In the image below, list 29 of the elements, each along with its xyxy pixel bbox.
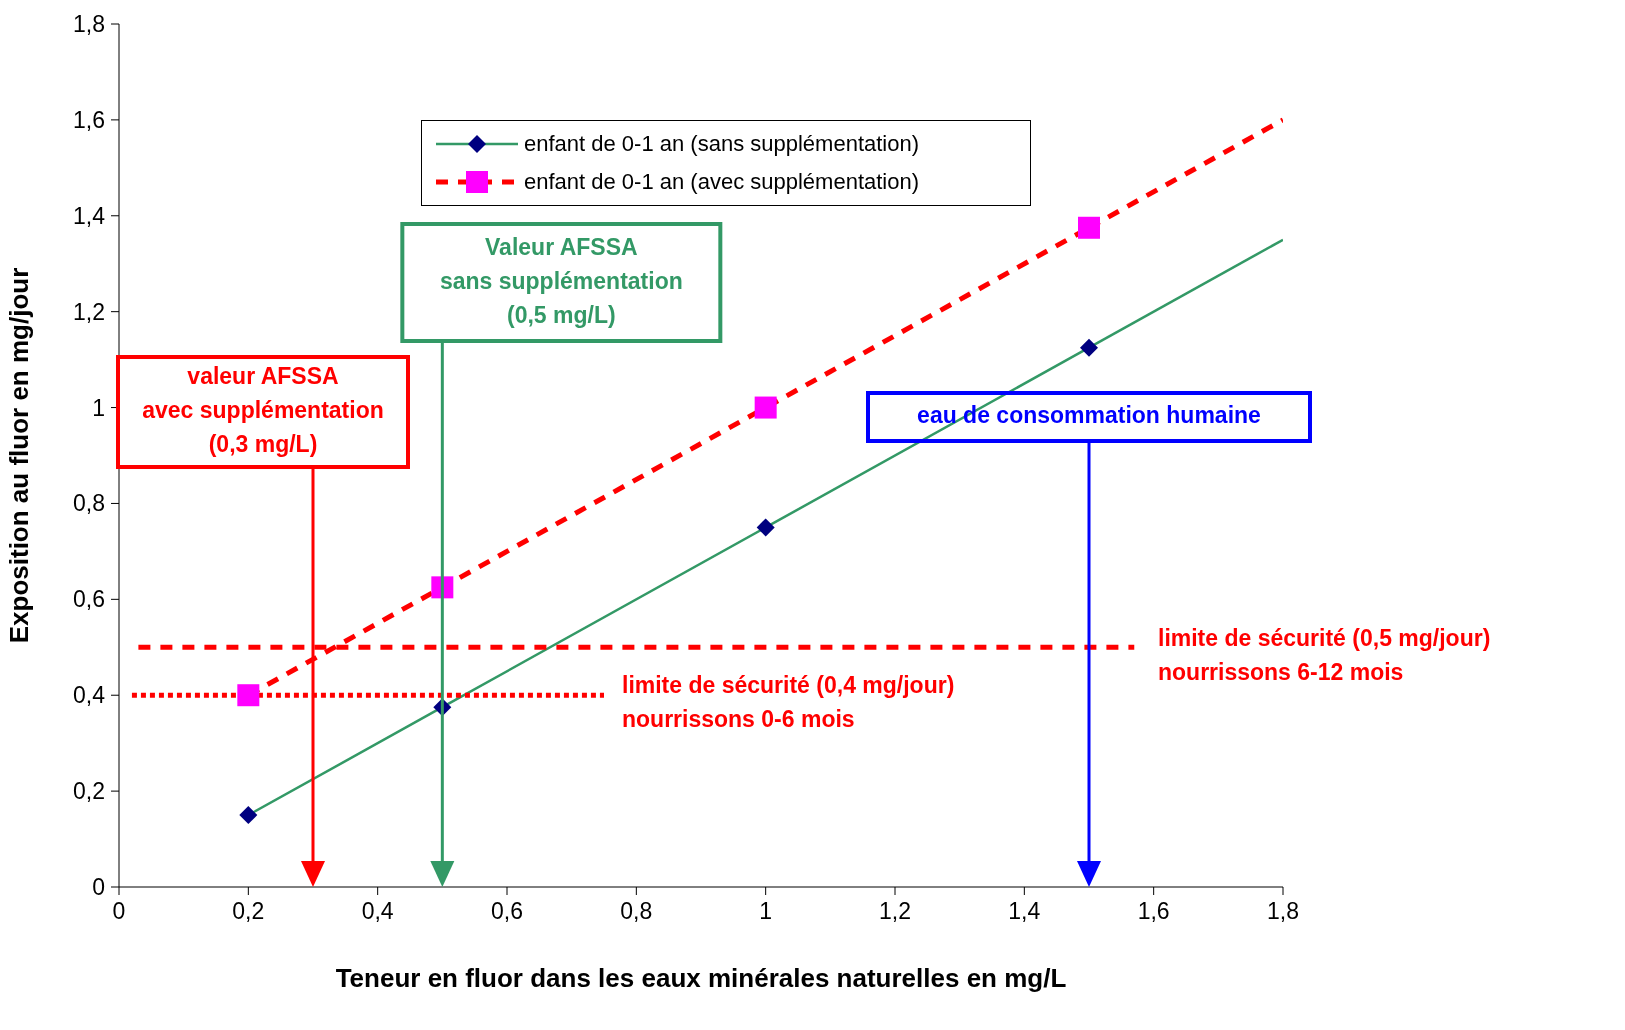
x-tick-label: 0 xyxy=(112,898,126,924)
x-tick-label: 0,6 xyxy=(491,898,523,924)
ref-line-label: eau de consommation humaine xyxy=(917,402,1261,429)
ref-line-label: valeur AFSSA avec supplémentation (0,3 mg/L) xyxy=(142,363,384,458)
x-tick-label: 1,6 xyxy=(1137,898,1170,924)
x-tick-label: 1 xyxy=(759,898,773,924)
y-tick-label: 0,8 xyxy=(73,490,105,517)
legend-label: enfant de 0-1 an (avec supplémentation) xyxy=(524,169,920,195)
y-tick-label: 1,2 xyxy=(73,298,105,325)
x-tick-label: 1,8 xyxy=(1267,898,1299,924)
y-tick-label: 1,4 xyxy=(73,202,106,229)
x-tick-label: 0,8 xyxy=(620,898,653,924)
y-axis-title: Exposition au fluor en mg/jour xyxy=(4,267,35,644)
x-axis-title: Teneur en fluor dans les eaux minérales naturelles en mg/L xyxy=(335,963,1067,993)
ref-line-label: Valeur AFSSA sans supplémentation (0,5 mg/L) xyxy=(439,233,683,328)
x-tick-label: 0,4 xyxy=(361,898,394,924)
legend-label: enfant de 0-1 an (sans supplémentation) xyxy=(524,131,920,157)
y-tick-label: 0,4 xyxy=(73,682,106,709)
annotation: limite de sécurité (0,4 mg/jour) nourrissons 0-6 mois xyxy=(622,671,955,734)
y-tick-label: 1,8 xyxy=(73,11,105,37)
y-tick-label: 0 xyxy=(92,874,105,900)
y-tick-label: 1 xyxy=(92,394,105,421)
y-tick-label: 1,6 xyxy=(73,106,105,133)
x-tick-label: 0,2 xyxy=(232,898,265,924)
y-tick-label: 0,2 xyxy=(73,778,105,805)
x-tick-label: 1,4 xyxy=(1008,898,1041,924)
x-tick-label: 1,2 xyxy=(879,898,911,924)
annotation: limite de sécurité (0,5 mg/jour) nourrissons 6-12 mois xyxy=(1158,624,1491,687)
y-tick-label: 0,6 xyxy=(73,586,105,613)
